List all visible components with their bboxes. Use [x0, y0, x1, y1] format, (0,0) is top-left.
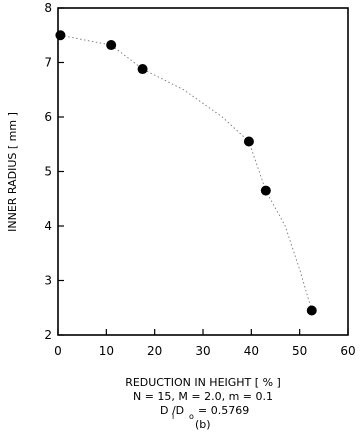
caption-ratio-symbol: D /D — [160, 404, 184, 417]
data-point — [55, 30, 66, 41]
x-tick-label: 40 — [244, 344, 259, 358]
x-tick-label: 20 — [147, 344, 162, 358]
y-tick-label: 8 — [44, 1, 52, 15]
data-points — [55, 30, 317, 316]
x-tick-label: 0 — [54, 344, 62, 358]
x-tick-label: 60 — [340, 344, 355, 358]
x-tick-label: 10 — [99, 344, 114, 358]
data-point — [106, 40, 117, 51]
x-axis-label: REDUCTION IN HEIGHT [ % ] — [125, 376, 281, 389]
fit-curve — [60, 34, 313, 311]
y-tick-label: 6 — [44, 110, 52, 124]
plot-frame — [57, 7, 349, 336]
data-point — [137, 64, 148, 75]
caption-ratio-sub-o: o — [189, 412, 194, 421]
caption-parameters: N = 15, M = 2.0, m = 0.1 — [133, 390, 273, 403]
caption-panel-label: (b) — [195, 418, 211, 431]
y-tick-label: 3 — [44, 274, 52, 288]
y-tick-label: 7 — [44, 56, 52, 70]
caption-ratio-value: = 0.5769 — [198, 404, 249, 417]
y-axis-label: INNER RADIUS [ mm ] — [6, 112, 19, 232]
x-axis-ticks: 0 10 20 30 40 50 60 — [54, 329, 356, 358]
y-axis-ticks: 2 3 4 5 6 7 8 — [44, 1, 64, 342]
y-tick-label: 5 — [44, 165, 52, 179]
x-tick-label: 30 — [195, 344, 210, 358]
data-point — [243, 136, 254, 147]
data-point — [306, 305, 317, 316]
y-tick-label: 2 — [44, 328, 52, 342]
x-tick-label: 50 — [292, 344, 307, 358]
y-tick-label: 4 — [44, 219, 52, 233]
caption-ratio-sub-i: i — [172, 412, 174, 421]
data-point — [260, 185, 271, 196]
